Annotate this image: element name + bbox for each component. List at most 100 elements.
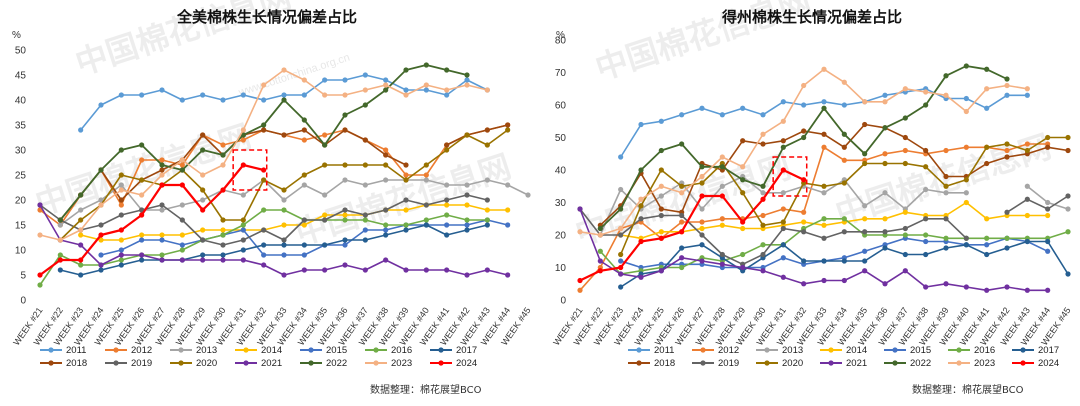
tx-point-2023 [923, 89, 929, 95]
us-point-2016 [261, 207, 267, 213]
tx-y-axis: 0 10 20 30 40 50 60 70 80 [555, 36, 567, 307]
us-legend-item-2015: 2015 [300, 345, 347, 356]
tx-source-note: 数据整理：棉花展望BCO [912, 383, 1024, 396]
us-point-2023 [57, 237, 63, 243]
tx-point-2014 [719, 222, 725, 228]
us-legend-marker [48, 360, 54, 366]
tx-point-2018 [740, 138, 746, 144]
tx-point-2014 [963, 199, 969, 206]
us-point-2011 [261, 97, 267, 103]
us-point-2011 [423, 87, 429, 93]
tx-point-2012 [719, 216, 725, 222]
us-point-2012 [322, 132, 328, 138]
tx-legend-label: 2011 [654, 345, 674, 356]
us-point-2011 [139, 92, 145, 98]
tx-legend-label: 2016 [974, 345, 995, 356]
us-point-2011 [362, 72, 368, 78]
tx-legend-marker [892, 347, 898, 353]
us-point-2016 [484, 217, 490, 223]
tx-point-2016 [923, 232, 929, 238]
us-point-2022 [98, 167, 104, 173]
tx-point-2019 [1024, 196, 1030, 202]
us-point-2018 [159, 167, 165, 173]
tx-point-2014 [862, 216, 868, 222]
us-point-2024 [98, 232, 104, 238]
us-point-2015 [261, 252, 267, 258]
tx-point-2011 [882, 92, 888, 98]
us-series-line-2024 [39, 163, 264, 276]
tx-point-2018 [862, 121, 868, 128]
us-point-2016 [362, 217, 368, 223]
us-point-2013 [200, 197, 206, 203]
tx-point-2017 [923, 251, 929, 258]
us-point-2018 [383, 152, 389, 158]
us-point-2015 [98, 252, 104, 258]
us-point-2019 [322, 217, 328, 223]
us-legend: 2011 2012 2013 2014 2015 2016 2017 2018 2019 2020… [40, 345, 477, 369]
us-y-tick-label: 15 [15, 221, 27, 232]
tx-point-2023 [841, 79, 847, 85]
tx-point-2013 [1065, 206, 1071, 212]
tx-legend-label: 2021 [846, 358, 867, 369]
us-point-2020 [301, 172, 307, 178]
us-point-2013 [525, 192, 531, 198]
us-legend-label: 2011 [66, 345, 86, 356]
tx-legend-item-2014: 2014 [820, 345, 867, 356]
tx-point-2022 [862, 151, 868, 157]
us-point-2024 [57, 257, 63, 263]
tx-point-2014 [1024, 212, 1030, 219]
tx-point-2024 [780, 167, 786, 173]
tx-point-2013 [821, 190, 827, 196]
us-point-2017 [383, 232, 389, 238]
us-point-2019 [464, 192, 470, 198]
us-point-2014 [301, 222, 307, 228]
us-point-2020 [362, 162, 368, 168]
tx-point-2018 [984, 160, 990, 167]
tx-point-2022 [618, 206, 624, 212]
us-point-2016 [179, 247, 185, 253]
us-point-2011 [464, 77, 470, 83]
tx-point-2015 [862, 248, 868, 254]
tx-point-2016 [597, 248, 603, 254]
us-legend-marker [243, 347, 249, 353]
tx-point-2020 [923, 164, 929, 170]
us-point-2021 [281, 272, 287, 278]
tx-point-2020 [963, 177, 969, 183]
us-legend-marker [48, 347, 54, 353]
tx-point-2012 [882, 151, 888, 157]
us-point-2016 [444, 212, 450, 218]
tx-point-2023 [699, 173, 705, 180]
tx-point-2021 [862, 268, 868, 274]
us-point-2017 [484, 222, 490, 228]
tx-point-2019 [618, 232, 624, 238]
tx-legend-label: 2018 [654, 358, 675, 369]
tx-point-2023 [862, 99, 868, 105]
us-legend-label: 2013 [196, 345, 217, 356]
us-point-2020 [322, 162, 328, 168]
tx-point-2012 [780, 206, 786, 212]
us-point-2019 [362, 212, 368, 218]
us-point-2023 [200, 172, 206, 178]
us-point-2022 [139, 142, 145, 148]
tx-legend-item-2024: 2024 [1012, 358, 1059, 369]
tx-point-2019 [821, 235, 827, 241]
tx-point-2017 [1024, 238, 1030, 245]
us-point-2014 [139, 232, 145, 238]
tx-point-2020 [618, 251, 624, 258]
us-y-axis: 0 5 10 15 20 25 30 35 40 45 50 [15, 46, 27, 307]
tx-point-2020 [740, 190, 746, 196]
tx-point-2023 [1024, 86, 1030, 92]
us-point-2020 [423, 162, 429, 168]
tx-point-2017 [984, 251, 990, 258]
us-series-2022 [57, 62, 470, 223]
us-source-note: 数据整理：棉花展望BCO [370, 383, 482, 396]
tx-series-2018 [597, 121, 1071, 228]
tx-point-2018 [821, 131, 827, 137]
tx-legend-item-2013: 2013 [756, 345, 803, 356]
tx-point-2019 [699, 232, 705, 238]
us-point-2013 [281, 197, 287, 203]
us-point-2017 [423, 222, 429, 228]
tx-chart-title: 得州棉株生长情况偏差占比 [721, 8, 902, 26]
